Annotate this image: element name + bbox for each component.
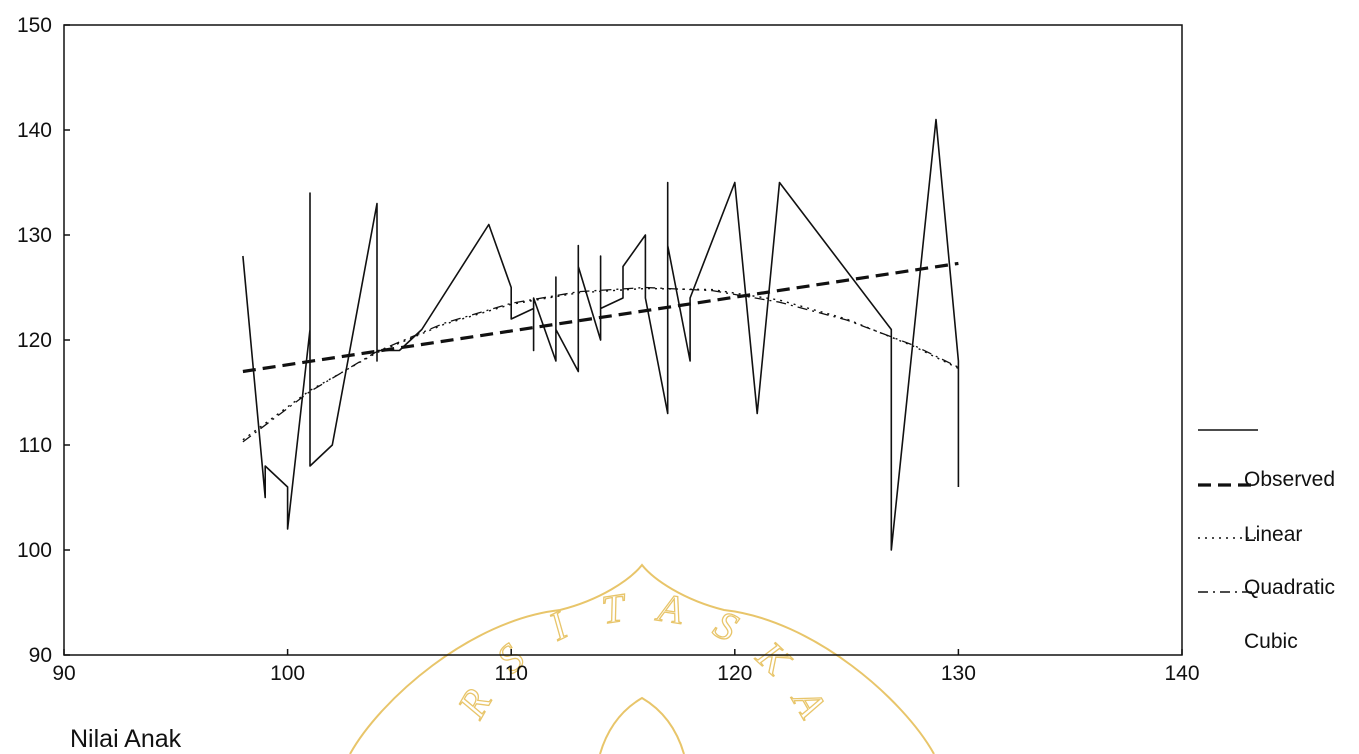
- series-line-cubic: [242, 286, 959, 443]
- x-tick-label: 90: [52, 662, 75, 685]
- watermark-letter: I: [541, 602, 575, 649]
- watermark-letter: S: [707, 601, 745, 650]
- x-tick-label: 120: [717, 662, 752, 685]
- legend-label-cubic: Cubic: [1244, 630, 1298, 653]
- y-tick-label: 110: [19, 434, 52, 457]
- legend-label-quadratic: Quadratic: [1244, 576, 1335, 599]
- watermark-letter: A: [652, 584, 686, 633]
- watermark-seal-inner: [599, 696, 685, 754]
- x-tick-label: 100: [270, 662, 305, 685]
- plot-frame: [63, 24, 1183, 656]
- legend-label-observed: Observed: [1244, 468, 1335, 491]
- watermark-seal-outline: [349, 563, 935, 754]
- x-tick-label: 140: [1164, 662, 1199, 685]
- series-line-linear: [242, 261, 959, 374]
- x-tick-label: 130: [941, 662, 976, 685]
- y-tick-label: 90: [29, 644, 52, 667]
- y-tick-label: 150: [17, 14, 52, 37]
- legend-label-linear: Linear: [1244, 523, 1302, 546]
- watermark-letter: R: [448, 681, 500, 726]
- series-line-observed: [242, 118, 960, 551]
- y-tick-label: 140: [17, 119, 52, 142]
- x-axis: 90 100 110 120 130 140: [52, 649, 1200, 685]
- watermark-letter: A: [782, 679, 835, 726]
- plot-area: [242, 118, 960, 551]
- x-tick-label: 110: [494, 662, 527, 685]
- watermark: RSI T A SKA: [349, 563, 935, 754]
- legend: Observed Linear Quadratic Cubic: [1198, 429, 1335, 653]
- watermark-letter: K: [748, 632, 801, 685]
- watermark-letter: T: [599, 584, 630, 632]
- x-axis-title: Nilai Anak: [70, 725, 182, 753]
- y-tick-label: 100: [17, 539, 52, 562]
- y-tick-label: 130: [17, 224, 52, 247]
- y-tick-label: 120: [17, 329, 52, 352]
- y-axis: 90 100 110 120 130 140 150: [17, 14, 70, 667]
